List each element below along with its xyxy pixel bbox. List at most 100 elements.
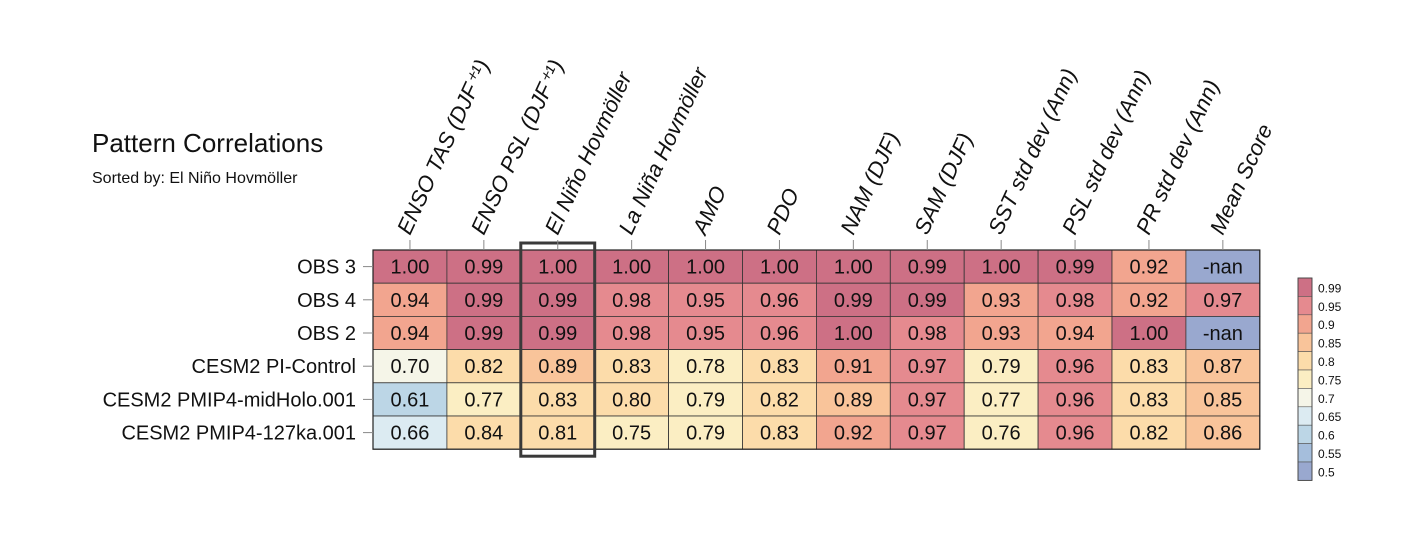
colorbar-label: 0.7 (1318, 392, 1335, 406)
column-label: AMO (687, 182, 732, 240)
cell-value: 0.77 (982, 389, 1021, 411)
colorbar-label: 0.75 (1318, 373, 1342, 387)
colorbar-swatch (1297, 406, 1313, 426)
heatmap-cell (1185, 349, 1261, 384)
heatmap-cell (1037, 349, 1113, 384)
cell-value: 0.99 (464, 290, 503, 312)
row-label: OBS 4 (297, 290, 356, 312)
cell-value: 0.94 (390, 323, 429, 345)
cell-value: 0.79 (686, 423, 725, 445)
heatmap-cell (668, 282, 743, 317)
heatmap-cell (1185, 282, 1261, 317)
cell-value: 0.78 (686, 356, 725, 378)
column-label: SAM (DJF) (909, 129, 978, 238)
heatmap-cell (1185, 415, 1261, 450)
heatmap-cell (816, 315, 891, 350)
heatmap-cell (889, 415, 965, 450)
cell-value: 0.76 (982, 423, 1021, 445)
cell-value: 0.83 (760, 423, 799, 445)
heatmap-cell (963, 315, 1039, 350)
heatmap-cell (446, 415, 522, 450)
heatmap-cell (889, 282, 965, 317)
column-label: PDO (761, 184, 804, 238)
cell-value: 0.99 (908, 257, 947, 279)
cell-value: -nan (1203, 323, 1243, 345)
cell-value: 0.83 (1129, 356, 1168, 378)
heatmap-cell (372, 249, 448, 284)
cell-value: 0.75 (612, 423, 651, 445)
colorbar-label: 0.5 (1318, 465, 1335, 479)
cell-value: 0.97 (908, 356, 947, 378)
cell-value: 1.00 (390, 257, 429, 279)
colorbar-swatch (1297, 424, 1313, 444)
column-label: Mean Score (1205, 120, 1278, 238)
cell-value: 0.97 (908, 389, 947, 411)
heatmap-cell (742, 382, 817, 417)
colorbar-swatch (1297, 314, 1313, 334)
cell-value: 0.61 (390, 389, 429, 411)
heatmap-cell (1037, 249, 1113, 284)
colorbar-label: 0.55 (1318, 447, 1342, 461)
cell-value: 0.99 (464, 257, 503, 279)
cell-value: 0.85 (1203, 389, 1242, 411)
cell-value: 0.98 (612, 323, 651, 345)
cell-value: 0.93 (982, 323, 1021, 345)
heatmap-cell (742, 282, 817, 317)
cell-value: 0.79 (982, 356, 1021, 378)
colorbar-swatch (1297, 369, 1313, 389)
cell-value: 1.00 (760, 257, 799, 279)
cell-value: 0.83 (760, 356, 799, 378)
cell-value: 0.92 (1129, 257, 1168, 279)
cell-value: 0.83 (538, 389, 577, 411)
cell-value: 0.92 (834, 423, 873, 445)
heatmap-cell (963, 415, 1039, 450)
cell-value: 0.94 (1056, 323, 1095, 345)
row-label: OBS 2 (297, 323, 356, 345)
heatmap-cell (520, 315, 596, 350)
colorbar-label: 0.99 (1318, 281, 1342, 295)
heatmap-cell (1037, 415, 1113, 450)
cell-value: 1.00 (612, 257, 651, 279)
colorbar-label: 0.8 (1318, 355, 1335, 369)
colorbar-swatch (1297, 388, 1313, 408)
cell-value: 0.70 (390, 356, 429, 378)
cell-value: 0.99 (1056, 257, 1095, 279)
cell-value: 0.93 (982, 290, 1021, 312)
heatmap-cell (668, 415, 743, 450)
cell-value: 0.94 (390, 290, 429, 312)
cell-value: 0.79 (686, 389, 725, 411)
grid-border (372, 249, 1261, 450)
colorbar-swatch (1297, 443, 1313, 463)
cell-value: 0.83 (612, 356, 651, 378)
heatmap-cell (1111, 315, 1187, 350)
row-label: OBS 3 (297, 257, 356, 279)
colorbar-label: 0.85 (1318, 337, 1342, 351)
heatmap-cell (816, 415, 891, 450)
cell-value: 0.97 (908, 423, 947, 445)
cell-value: 0.99 (908, 290, 947, 312)
cell-value: 0.95 (686, 323, 725, 345)
cell-value: 0.81 (538, 423, 577, 445)
cell-value: 0.96 (1056, 389, 1095, 411)
colorbar-label: 0.95 (1318, 300, 1342, 314)
heatmap-cell (963, 382, 1039, 417)
heatmap-cell (1037, 315, 1113, 350)
heatmap-cell (446, 315, 522, 350)
chart-subtitle: Sorted by: El Niño Hovmöller (92, 170, 298, 187)
colorbar-swatch (1297, 332, 1313, 352)
colorbar-label: 0.6 (1318, 429, 1335, 443)
row-label: CESM2 PMIP4-127ka.001 (121, 423, 356, 445)
heatmap-cell (1037, 282, 1113, 317)
heatmap-cell (446, 282, 522, 317)
cell-value: 1.00 (538, 257, 577, 279)
row-label: CESM2 PMIP4-midHolo.001 (103, 389, 356, 411)
heatmap-cell (1111, 282, 1187, 317)
heatmap-cell (594, 282, 670, 317)
colorbar-label: 0.9 (1318, 318, 1335, 332)
heatmap-cell (520, 349, 596, 384)
heatmap-cell (889, 382, 965, 417)
chart-title: Pattern Correlations (92, 128, 324, 158)
cell-value: 0.77 (464, 389, 503, 411)
